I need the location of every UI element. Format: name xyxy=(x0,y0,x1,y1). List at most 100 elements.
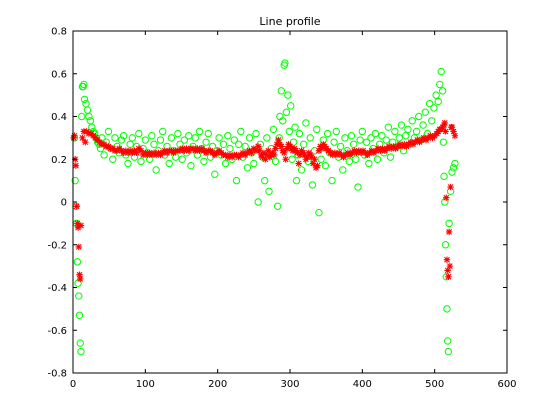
data-point xyxy=(285,127,293,136)
data-point xyxy=(204,129,212,138)
x-tick-label: 500 xyxy=(425,379,444,390)
data-point xyxy=(451,159,459,168)
data-point xyxy=(174,129,182,138)
y-tick-label: -0.4 xyxy=(47,283,67,294)
data-point xyxy=(330,138,338,146)
data-point xyxy=(141,136,150,144)
data-point xyxy=(167,134,176,142)
data-point xyxy=(262,156,269,163)
data-point xyxy=(74,220,81,227)
data-point xyxy=(245,134,254,142)
data-point xyxy=(278,143,285,150)
data-point xyxy=(440,121,448,129)
data-point xyxy=(77,222,85,229)
data-point xyxy=(332,127,340,136)
data-point xyxy=(415,112,423,121)
data-point xyxy=(441,241,450,249)
data-point xyxy=(270,151,278,159)
data-point xyxy=(311,156,318,163)
data-point xyxy=(187,161,195,170)
data-point xyxy=(315,208,323,217)
data-point xyxy=(152,166,160,174)
data-point xyxy=(397,121,406,129)
data-point xyxy=(254,143,262,150)
data-point xyxy=(221,159,230,168)
data-point xyxy=(442,128,449,135)
data-point xyxy=(281,59,289,67)
data-point xyxy=(308,181,317,189)
data-point xyxy=(206,153,215,161)
data-point xyxy=(336,142,345,151)
data-point xyxy=(75,292,83,300)
data-point xyxy=(444,347,453,356)
data-point xyxy=(132,142,141,151)
data-point xyxy=(434,97,442,106)
data-point xyxy=(292,176,301,185)
data-point xyxy=(347,132,356,140)
x-tick-label: 0 xyxy=(70,379,76,390)
data-point xyxy=(412,127,421,136)
data-point xyxy=(425,99,434,108)
data-point xyxy=(371,129,380,138)
data-point xyxy=(180,136,189,144)
data-point xyxy=(323,129,332,138)
data-point xyxy=(241,142,249,151)
data-point xyxy=(339,166,347,174)
y-tick-label: 0.8 xyxy=(51,27,67,38)
x-tick-label: 200 xyxy=(208,379,227,390)
data-point xyxy=(306,134,314,142)
data-point xyxy=(391,127,399,136)
data-point xyxy=(300,140,308,148)
data-point xyxy=(230,136,239,144)
data-point xyxy=(195,127,204,136)
data-point xyxy=(430,104,438,112)
data-point xyxy=(191,134,199,142)
data-point xyxy=(150,140,158,148)
data-point xyxy=(130,153,139,161)
data-point xyxy=(283,145,291,152)
series-2 xyxy=(70,119,459,283)
data-point xyxy=(302,119,310,127)
data-point xyxy=(100,151,108,159)
data-point xyxy=(449,164,458,172)
data-point xyxy=(77,275,84,283)
data-point xyxy=(304,153,311,161)
data-point xyxy=(71,176,79,185)
data-point xyxy=(314,162,321,169)
y-tick-label: -0.8 xyxy=(47,369,67,380)
data-point xyxy=(345,157,354,166)
data-point xyxy=(72,162,80,169)
data-point xyxy=(443,337,452,345)
data-point xyxy=(294,149,301,157)
data-point xyxy=(279,117,287,125)
data-point xyxy=(378,132,386,140)
data-point xyxy=(185,132,193,140)
data-point xyxy=(232,176,241,185)
data-point xyxy=(75,243,82,251)
data-point xyxy=(362,138,371,146)
data-point xyxy=(287,102,295,110)
data-point xyxy=(259,153,266,161)
data-point xyxy=(88,123,96,131)
data-point xyxy=(178,155,186,163)
data-point xyxy=(256,147,263,154)
data-point xyxy=(445,228,453,236)
data-point xyxy=(432,91,440,99)
data-point xyxy=(402,132,410,140)
data-point xyxy=(295,129,304,138)
data-point xyxy=(76,339,84,347)
data-point xyxy=(124,159,132,168)
data-point xyxy=(77,347,85,356)
data-point xyxy=(451,132,459,139)
data-point xyxy=(282,156,289,163)
data-point xyxy=(281,149,288,157)
data-point xyxy=(382,136,390,144)
data-point xyxy=(308,153,315,161)
data-point xyxy=(128,134,137,142)
data-point xyxy=(272,145,279,152)
data-point xyxy=(341,134,349,142)
data-point xyxy=(172,153,180,161)
data-point xyxy=(274,202,282,210)
data-point xyxy=(158,127,167,136)
data-point xyxy=(109,155,117,163)
